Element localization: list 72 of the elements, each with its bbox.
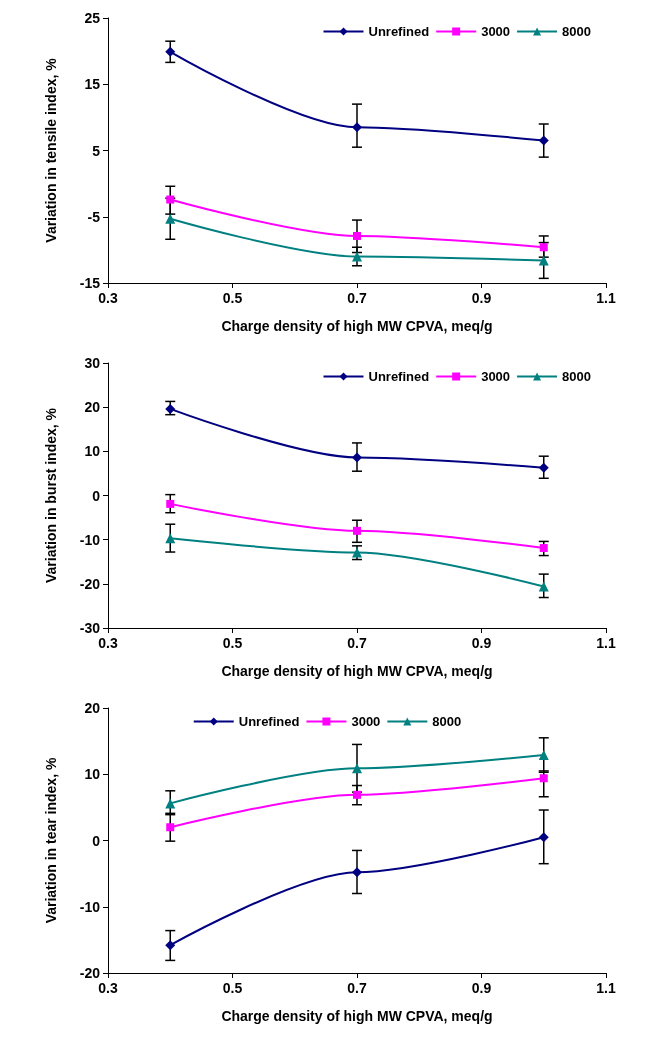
point <box>352 452 362 463</box>
point <box>165 940 176 951</box>
point <box>352 763 362 774</box>
x-tick-label: 0.5 <box>222 635 243 651</box>
legend-label: 3000 <box>481 24 511 39</box>
x-tick-label: 1.1 <box>596 980 616 996</box>
point <box>352 251 362 262</box>
x-tick-label: 0.7 <box>347 635 367 651</box>
x-tick-label: 0.3 <box>98 980 118 996</box>
point <box>165 46 176 57</box>
point <box>538 462 549 473</box>
point <box>165 533 176 544</box>
point <box>539 243 548 252</box>
point <box>353 526 361 535</box>
y-axis-title: Variation in burst index, % <box>43 407 59 584</box>
y-tick-label: 10 <box>84 443 101 460</box>
point <box>352 867 362 878</box>
y-tick-label: -20 <box>79 965 101 981</box>
point <box>539 774 548 783</box>
x-axis-title: Charge density of high MW CPVA, meq/g <box>221 1008 493 1024</box>
point <box>538 750 549 761</box>
legend-label: Unrefined <box>368 369 430 384</box>
point <box>538 581 549 592</box>
y-tick-label: 25 <box>84 10 101 26</box>
legend-label: 8000 <box>562 369 591 384</box>
y-tick-label: -10 <box>79 898 101 915</box>
x-tick-label: 1.1 <box>596 635 616 651</box>
y-axis-title: Variation in tensile index, % <box>43 57 59 243</box>
x-tick-label: 1.1 <box>596 290 616 306</box>
y-tick-label: 20 <box>84 399 101 416</box>
point <box>352 122 362 133</box>
x-tick-label: 0.9 <box>471 980 492 996</box>
y-axis-title: Variation in tear index, % <box>43 757 59 924</box>
point <box>539 544 548 553</box>
x-axis-title: Charge density of high MW CPVA, meq/g <box>221 318 493 334</box>
point <box>538 135 549 146</box>
y-tick-label: -30 <box>79 620 101 636</box>
legend-label: 3000 <box>481 369 511 384</box>
x-tick-label: 0.3 <box>98 290 118 306</box>
y-tick-label: 0 <box>92 832 101 849</box>
x-tick-label: 0.5 <box>222 290 243 306</box>
x-tick-label: 0.7 <box>347 980 367 996</box>
x-tick-label: 0.3 <box>98 635 118 651</box>
point <box>165 798 176 809</box>
point <box>353 231 361 240</box>
y-tick-label: 10 <box>84 766 101 783</box>
y-tick-label: 0 <box>92 487 101 504</box>
x-tick-label: 0.5 <box>222 980 243 996</box>
point <box>538 832 549 843</box>
y-tick-label: 20 <box>84 700 101 716</box>
y-tick-label: -20 <box>79 575 101 592</box>
y-tick-label: 30 <box>84 355 101 371</box>
y-tick-label: 5 <box>92 142 101 159</box>
x-axis-title: Charge density of high MW CPVA, meq/g <box>221 663 493 679</box>
point <box>353 790 361 799</box>
y-tick-label: -5 <box>87 208 101 225</box>
x-tick-label: 0.7 <box>347 290 367 306</box>
y-tick-label: 15 <box>84 76 101 93</box>
x-tick-label: 0.9 <box>471 290 492 306</box>
legend-label: Unrefined <box>238 714 300 729</box>
x-tick-label: 0.9 <box>471 635 492 651</box>
point <box>166 195 175 204</box>
y-tick-label: -10 <box>79 531 101 548</box>
point <box>166 499 175 508</box>
legend-label: 3000 <box>351 714 381 729</box>
point <box>166 823 175 832</box>
legend-label: 8000 <box>562 24 591 39</box>
point <box>538 255 549 266</box>
legend-label: Unrefined <box>368 24 430 39</box>
y-tick-label: -15 <box>79 275 101 291</box>
point <box>165 213 176 224</box>
legend-label: 8000 <box>432 714 462 729</box>
